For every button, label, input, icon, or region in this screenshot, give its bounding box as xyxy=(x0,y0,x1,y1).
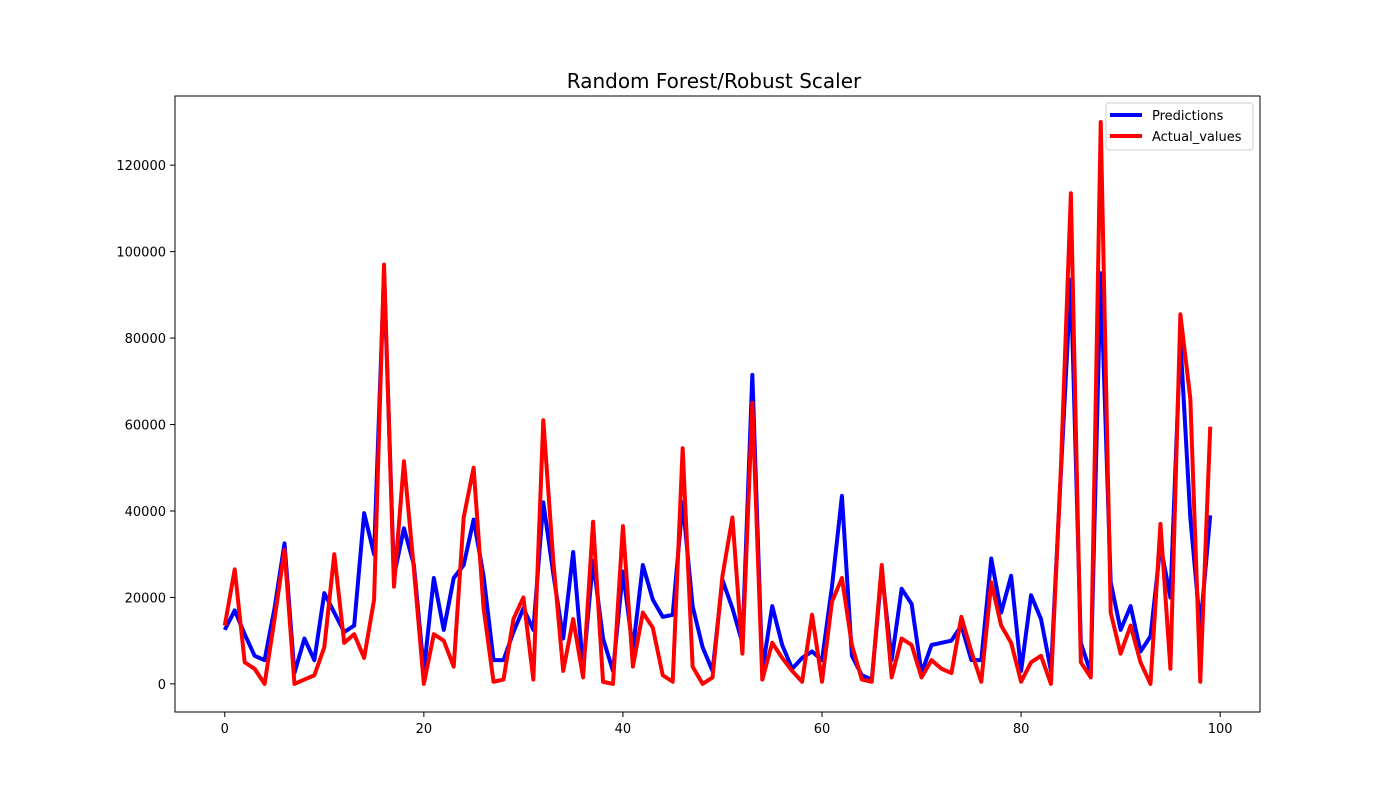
series-lines xyxy=(222,119,1213,686)
x-tick-label: 20 xyxy=(416,722,433,737)
plot-frame xyxy=(174,95,1261,713)
x-axis: 0 20 40 60 80 100 xyxy=(221,712,1233,737)
x-tick-label: 60 xyxy=(814,722,831,737)
plot-area xyxy=(174,95,1261,713)
x-tick-label: 100 xyxy=(1208,722,1233,737)
legend-box xyxy=(1105,102,1254,151)
x-tick-label: 0 xyxy=(221,722,229,737)
y-tick-label: 0 xyxy=(158,678,166,693)
y-tick-label: 100000 xyxy=(116,246,166,261)
x-tick-label: 80 xyxy=(1013,722,1030,737)
y-tick-label: 120000 xyxy=(116,159,166,174)
y-tick-label: 40000 xyxy=(125,505,166,520)
y-tick-label: 60000 xyxy=(125,419,166,434)
chart-title: Random Forest/Robust Scaler xyxy=(567,69,862,93)
series-line-actual-values xyxy=(222,119,1213,686)
legend-label: Predictions xyxy=(1152,109,1224,124)
y-tick-label: 80000 xyxy=(125,332,166,347)
y-axis: 0 20000 40000 60000 80000 100000 120000 xyxy=(116,159,175,693)
y-tick-label: 20000 xyxy=(125,591,166,606)
x-tick-label: 40 xyxy=(615,722,632,737)
legend: Predictions Actual_values xyxy=(1105,102,1254,151)
legend-label: Actual_values xyxy=(1152,130,1242,145)
